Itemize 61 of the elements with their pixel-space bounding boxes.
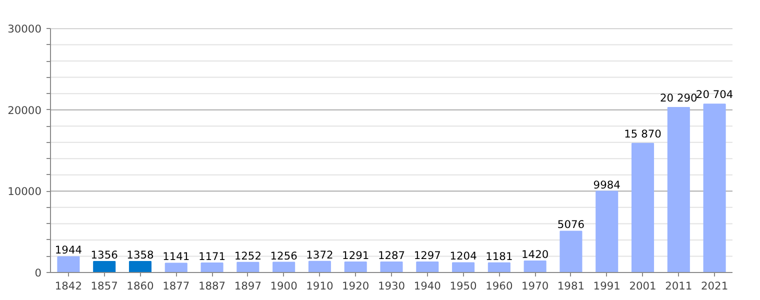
data-label: 1944: [54, 244, 82, 257]
y-tick-label: 20000: [8, 104, 42, 117]
data-label: 1291: [342, 249, 370, 262]
data-label: 1141: [162, 250, 190, 264]
data-label: 1256: [270, 249, 298, 262]
x-tick-label: 1897: [234, 280, 262, 292]
bar: [452, 262, 475, 272]
bar: [344, 262, 367, 272]
bar: [703, 104, 726, 272]
data-label: 9984: [593, 178, 621, 192]
bar: [272, 262, 296, 272]
data-label: 1372: [306, 248, 334, 262]
bar: [200, 262, 224, 272]
x-tick-label: 1960: [486, 280, 513, 292]
x-tick-label: 2011: [665, 280, 692, 292]
data-label: 20 290: [660, 91, 698, 104]
bar: [524, 260, 546, 272]
data-label: 1420: [522, 248, 549, 261]
data-label: 1358: [126, 248, 154, 262]
bar: [667, 106, 690, 272]
bar: [93, 260, 116, 272]
x-tick-label: 1887: [198, 280, 226, 292]
data-label: 1252: [234, 249, 262, 262]
x-tick-label: 1940: [414, 280, 442, 292]
x-tick-label: 1920: [342, 280, 370, 292]
data-label: 15 870: [624, 127, 662, 140]
data-label: 1181: [486, 250, 513, 263]
data-label: 1356: [90, 248, 118, 262]
data-label: 1287: [378, 249, 406, 262]
x-tick-label: 1910: [306, 280, 334, 292]
x-tick-label: 1930: [378, 280, 406, 292]
y-tick-label: 0: [34, 266, 42, 280]
bar: [164, 262, 188, 272]
x-tick-label: 1860: [126, 280, 154, 292]
bar: [380, 262, 403, 272]
y-tick-label: 10000: [8, 185, 42, 198]
x-tick-label: 1900: [270, 280, 298, 292]
bar: [631, 142, 654, 272]
bar: [308, 260, 331, 272]
x-tick-label: 1950: [450, 280, 478, 292]
bar: [57, 256, 80, 272]
bar: [128, 260, 152, 272]
x-tick-label: 1991: [593, 280, 620, 292]
data-label: 1297: [414, 248, 441, 262]
bar: [596, 190, 618, 272]
x-tick-label: 2001: [629, 280, 656, 292]
y-tick-label: 30000: [8, 22, 42, 36]
x-tick-label: 1981: [557, 280, 585, 292]
data-label: 5076: [557, 218, 585, 232]
bar: [236, 262, 260, 272]
bar: [416, 261, 439, 272]
bar: [488, 262, 510, 272]
data-label: 1204: [450, 250, 478, 263]
x-tick-label: 1877: [162, 280, 190, 292]
data-label: 20 704: [696, 88, 734, 102]
x-tick-label: 2021: [700, 280, 728, 292]
bar: [560, 230, 582, 272]
x-tick-label: 1842: [54, 280, 82, 292]
x-tick-label: 1857: [90, 280, 118, 292]
data-label: 1171: [198, 250, 226, 263]
x-tick-label: 1970: [522, 280, 549, 292]
